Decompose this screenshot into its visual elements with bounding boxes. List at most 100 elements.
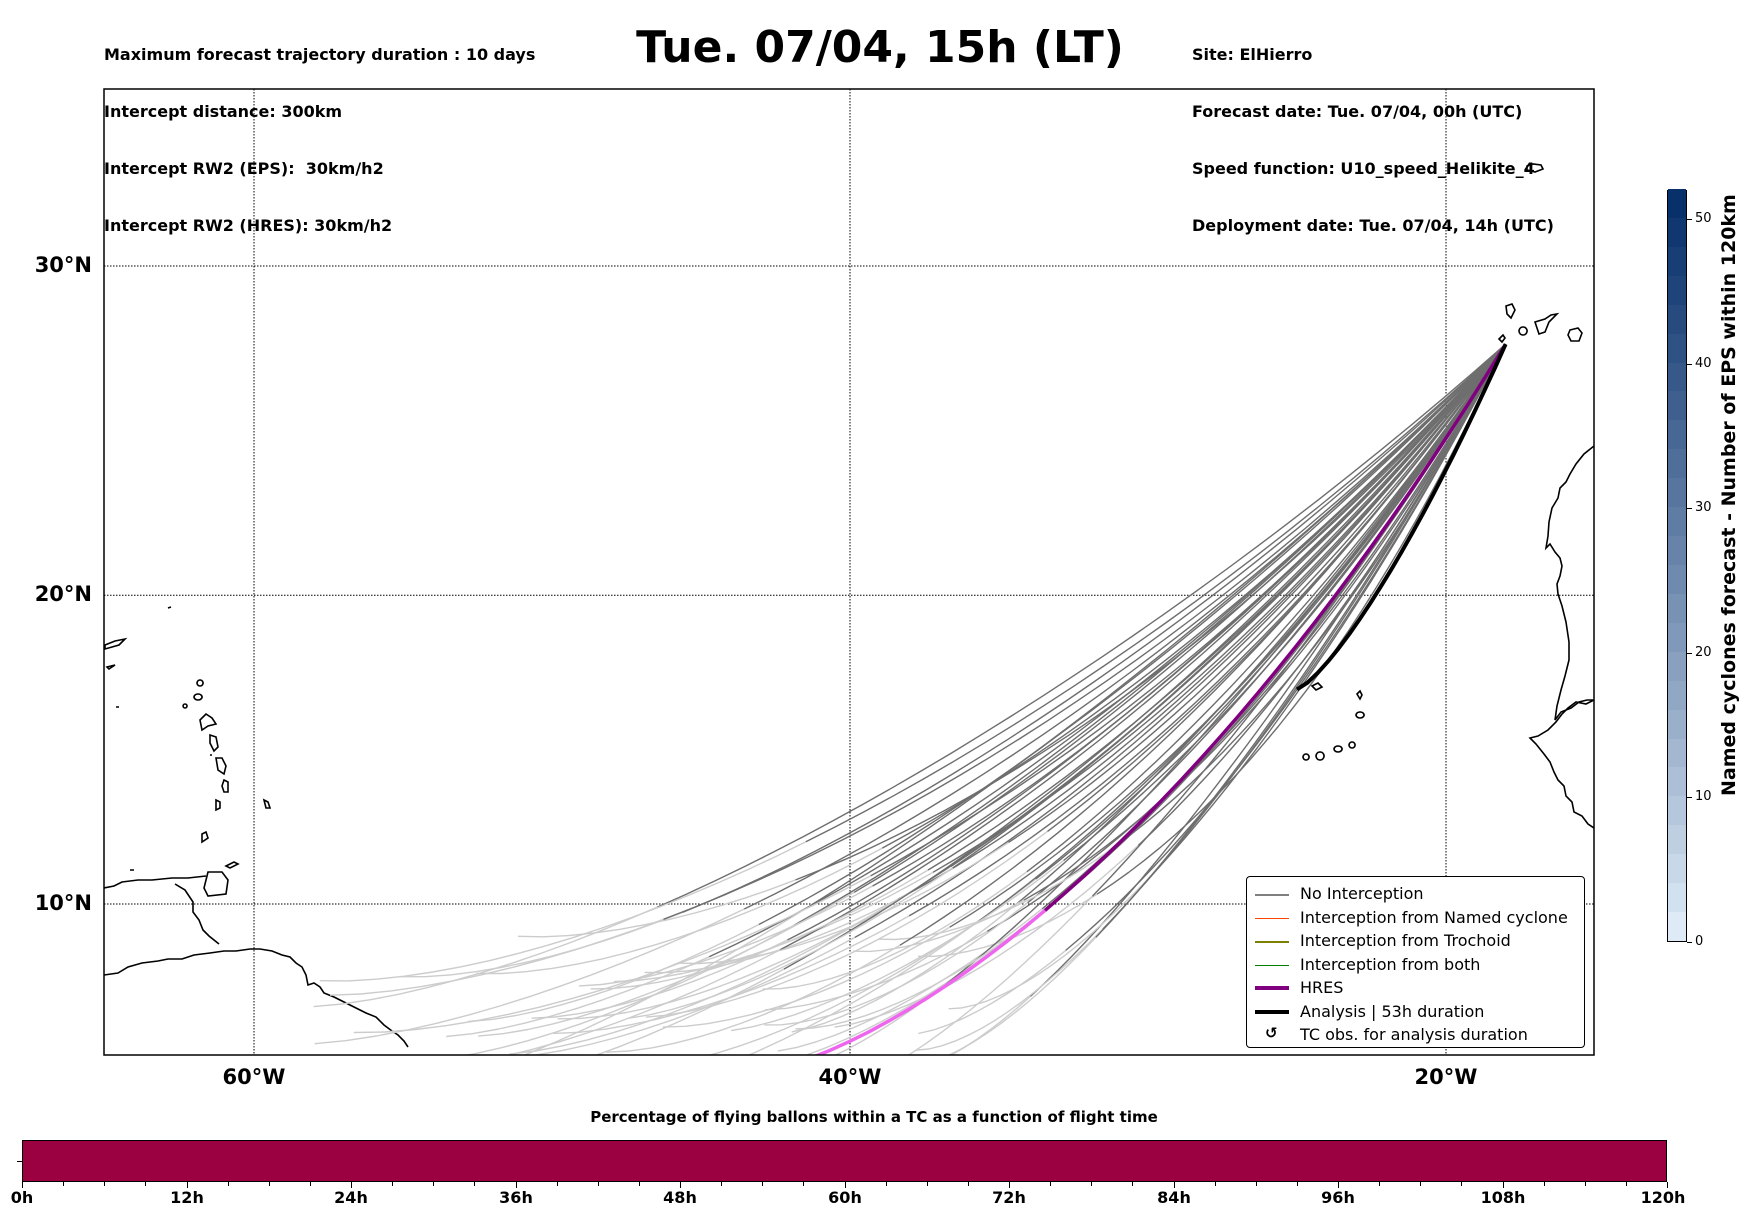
timeline-title: Percentage of flying ballons within a TC…	[590, 1108, 1158, 1126]
legend-swatch	[1255, 986, 1289, 990]
timeline-major-tick	[351, 1182, 352, 1188]
timeline-major-tick	[187, 1182, 188, 1188]
timeline-minor-tick	[1585, 1182, 1586, 1186]
legend-item: Interception from Trochoid	[1247, 930, 1584, 953]
eps-trajectory-late	[478, 891, 855, 1037]
eps-trajectory	[805, 343, 1507, 843]
latitude-label: 20°N	[34, 582, 92, 607]
colorbar-segment	[1668, 506, 1686, 537]
timeline-major-tick	[1338, 1182, 1339, 1188]
eps-trajectory	[758, 343, 1507, 926]
speed-function-text: Speed function: U10_speed_Helikite_4	[1192, 159, 1535, 178]
coast-virgin	[105, 664, 116, 671]
timeline-major-tick	[1009, 1182, 1010, 1188]
colorbar-segment	[1668, 564, 1686, 594]
eps-trajectory-late	[949, 995, 1031, 1055]
colorbar-segment	[1668, 390, 1686, 421]
eps-trajectory-late	[762, 871, 1028, 990]
eps-trajectory	[1095, 343, 1507, 938]
eps-trajectory	[945, 343, 1507, 985]
eps-trajectory	[952, 343, 1507, 869]
coast-small-islands	[116, 606, 212, 871]
eps-trajectory-late	[628, 867, 954, 1019]
coast-guyana	[174, 883, 220, 945]
eps-trajectory-late	[948, 867, 1159, 1010]
colorbar-tick	[1687, 942, 1692, 943]
timeline-minor-tick	[269, 1182, 270, 1186]
eps-trajectory	[795, 343, 1507, 881]
coast-capeverde-3	[1310, 682, 1324, 691]
timeline-major-tick	[845, 1182, 846, 1188]
eps-trajectory-late	[606, 944, 901, 1053]
coast-canary-tenerife	[1533, 312, 1560, 336]
legend-swatch	[1255, 941, 1289, 943]
timeline-major-tick	[516, 1182, 517, 1188]
colorbar-tick-label: 40	[1695, 355, 1712, 371]
timeline-minor-tick	[886, 1182, 887, 1186]
colorbar-tick-label: 0	[1695, 934, 1704, 949]
timeline-tick-label: 84h	[1157, 1188, 1191, 1207]
map-frame	[103, 88, 1595, 1056]
legend-item: Interception from both	[1247, 954, 1584, 977]
colorbar-segment	[1668, 477, 1686, 508]
trajectory-layer	[313, 343, 1508, 1055]
max-duration-text: Maximum forecast trajectory duration : 1…	[104, 45, 536, 64]
timeline-tick-label: 24h	[334, 1188, 368, 1207]
deployment-date-text: Deployment date: Tue. 07/04, 14h (UTC)	[1192, 216, 1554, 235]
timeline-minor-tick	[927, 1182, 928, 1186]
longitude-label: 40°W	[818, 1065, 882, 1089]
eps-trajectory-late	[764, 902, 1029, 1026]
timeline-tick-label: 36h	[499, 1188, 533, 1207]
timeline-tick-label: 0h	[10, 1188, 34, 1207]
site-text: Site: ElHierro	[1192, 45, 1313, 64]
eps-trajectory	[950, 343, 1507, 868]
colorbar-segment	[1668, 333, 1686, 363]
legend-label: TC obs. for analysis duration	[1300, 1025, 1528, 1044]
coast-madeira	[1526, 163, 1545, 173]
colorbar-segment	[1668, 680, 1686, 710]
forecast-date-text: Forecast date: Tue. 07/04, 00h (UTC)	[1192, 102, 1523, 121]
colorbar	[1667, 188, 1687, 942]
timeline-minor-tick	[1050, 1182, 1051, 1186]
eps-trajectory	[1096, 343, 1507, 895]
eps-trajectory-late	[915, 928, 1104, 1051]
coast-martinique	[215, 757, 227, 776]
coast-tobago	[224, 861, 240, 869]
timeline-minor-tick	[63, 1182, 64, 1186]
intercept-eps-text: Intercept RW2 (EPS): 30km/h2	[104, 159, 384, 178]
legend-swatch	[1255, 964, 1289, 966]
eps-trajectory	[1023, 343, 1507, 901]
coast-barbados	[262, 798, 272, 809]
eps-trajectory-late	[522, 904, 812, 1055]
longitude-label: 20°W	[1414, 1065, 1478, 1089]
timeline-major-tick	[1503, 1182, 1504, 1188]
longitude-label: 60°W	[222, 1065, 286, 1089]
colorbar-tick	[1687, 363, 1692, 365]
eps-trajectory	[881, 343, 1507, 849]
coast-capeverde-5	[1348, 741, 1356, 749]
coast-canary-grancanaria	[1567, 327, 1583, 342]
colorbar-segment	[1668, 593, 1686, 623]
legend-item: Analysis | 53h duration	[1247, 1001, 1584, 1024]
timeline-minor-tick	[1544, 1182, 1545, 1186]
coast-dominica	[209, 733, 219, 753]
legend-swatch	[1255, 894, 1289, 896]
coast-capeverde-6	[1302, 753, 1310, 761]
legend: No Interception Interception from Named c…	[1246, 876, 1585, 1048]
coast-canary-elhierro	[1497, 333, 1506, 344]
colorbar-tick-label: 10	[1695, 789, 1712, 805]
eps-trajectory	[657, 343, 1507, 908]
timeline-minor-tick	[1626, 1182, 1627, 1186]
colorbar-segment	[1668, 535, 1686, 565]
tc-observation-icon: ↺	[1265, 1024, 1278, 1042]
eps-trajectory-late	[678, 841, 1009, 965]
hres-trajectory	[1043, 343, 1508, 912]
colorbar-segment	[1668, 882, 1686, 913]
eps-trajectory-late	[314, 908, 745, 1045]
timeline-tick-label: 96h	[1321, 1188, 1355, 1207]
legend-item: ↺ TC obs. for analysis duration	[1247, 1024, 1584, 1047]
legend-label: Interception from Named cyclone	[1300, 907, 1568, 927]
eps-trajectory	[1047, 343, 1507, 832]
legend-label: Interception from both	[1300, 954, 1481, 974]
colorbar-segment	[1668, 622, 1686, 652]
